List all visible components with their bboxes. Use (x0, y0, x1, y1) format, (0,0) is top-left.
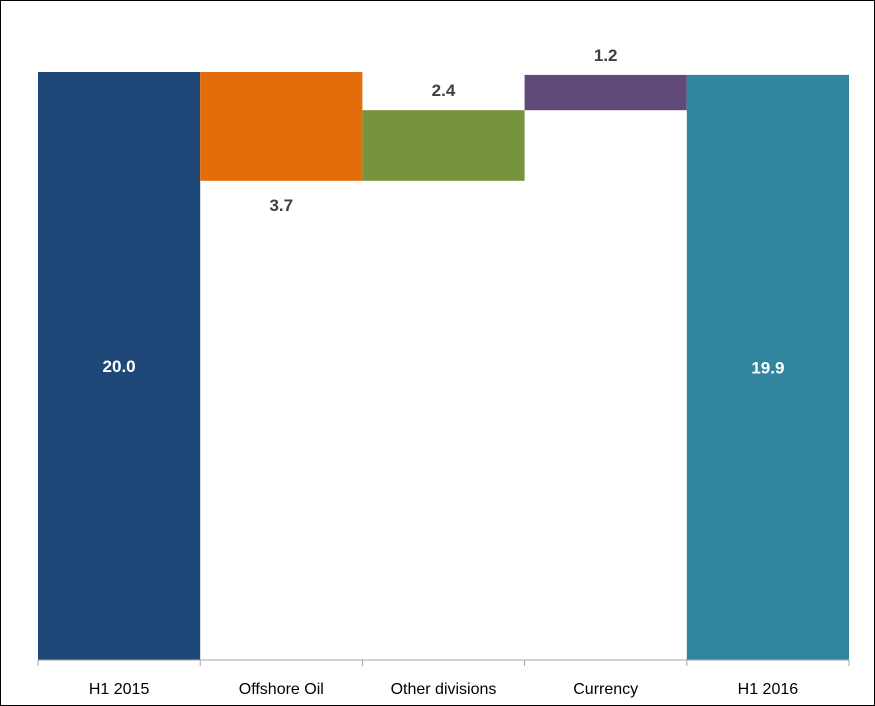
value-label-offshore-oil: 3.7 (269, 196, 293, 215)
value-label-currency: 1.2 (594, 46, 618, 65)
x-tick-label: Currency (573, 681, 638, 698)
x-tick-label: Other divisions (391, 681, 497, 698)
value-label-other-divisions: 2.4 (432, 81, 456, 100)
bar-h1-2016 (686, 74, 849, 660)
bar-h1-2015 (38, 72, 201, 660)
value-labels-layer: 20.0 3.7 2.4 1.2 19.9 (103, 46, 785, 378)
x-axis: H1 2015 Offshore Oil Other divisions Curren… (37, 659, 850, 698)
bars-layer (38, 72, 849, 660)
value-label-h1-2016: 19.9 (751, 359, 784, 378)
x-tick-label: Offshore Oil (239, 681, 324, 698)
bar-other-divisions (362, 110, 525, 181)
x-tick-label: H1 2016 (738, 681, 799, 698)
bar-offshore-oil (200, 72, 363, 181)
bar-currency (524, 74, 687, 111)
value-label-h1-2015: 20.0 (103, 357, 136, 376)
x-tick-label: H1 2015 (89, 681, 150, 698)
